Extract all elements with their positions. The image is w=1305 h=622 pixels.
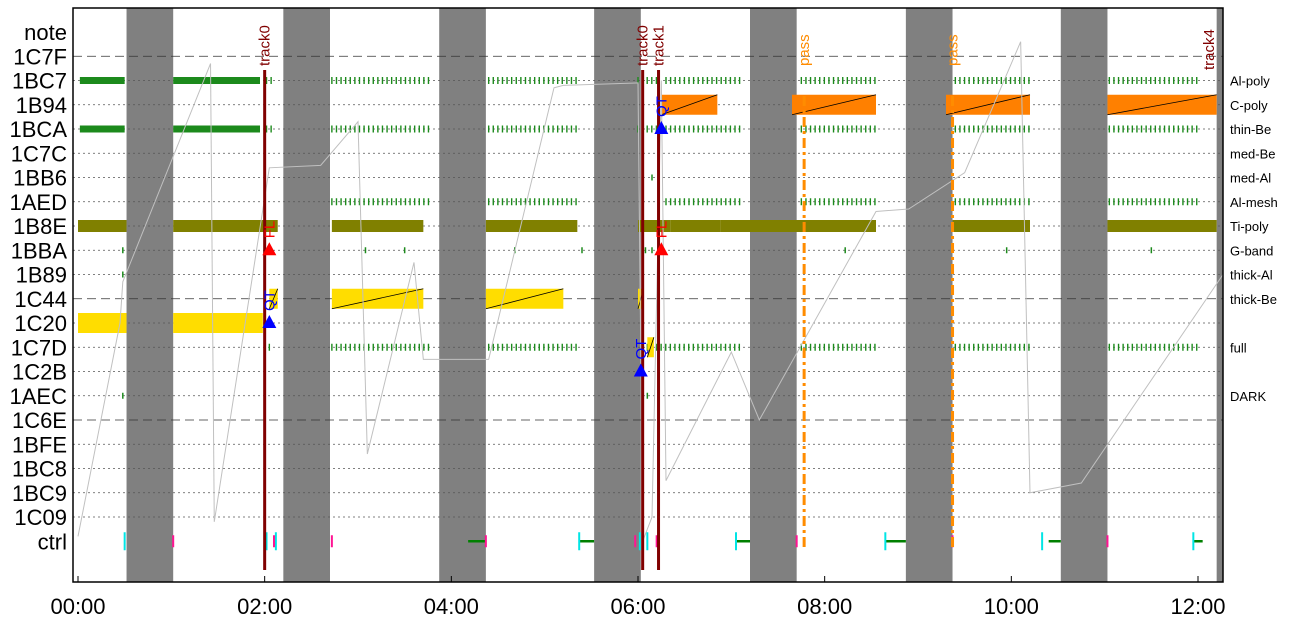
- gray-trace-layer: [77, 41, 1224, 542]
- row-label: 1BCA: [10, 117, 68, 142]
- bar-diagonal: [646, 337, 655, 358]
- marker-label: FL: [261, 221, 278, 239]
- row-label: 1B89: [16, 263, 67, 288]
- bars-layer: [78, 94, 1217, 358]
- state-bar: [173, 313, 263, 333]
- right-label: med-Be: [1230, 146, 1276, 161]
- row-label: 1B94: [16, 93, 67, 118]
- green-solid-segment: [79, 125, 125, 133]
- bar-diagonal: [331, 288, 424, 310]
- marker-label: QT: [653, 96, 670, 117]
- x-tick-label: 12:00: [1170, 594, 1225, 619]
- right-label: DARK: [1230, 389, 1266, 404]
- pass-label: pass: [945, 34, 962, 66]
- gray-band: [1216, 8, 1223, 582]
- ti-poly-bar: [78, 220, 127, 232]
- bar-diagonal: [945, 94, 1031, 116]
- marker-label: QT: [633, 339, 650, 360]
- gray-band: [905, 8, 953, 582]
- ti-poly-bar: [485, 220, 578, 232]
- bar-diagonal: [268, 288, 279, 309]
- right-label: Al-poly: [1230, 74, 1270, 89]
- x-tick-label: 04:00: [424, 594, 479, 619]
- gray-trace-line: [77, 41, 1224, 542]
- gray-band: [283, 8, 330, 582]
- row-label: ctrl: [38, 529, 67, 554]
- track-label: track1: [651, 25, 668, 66]
- right-label: med-Al: [1230, 171, 1271, 186]
- marker-triangle: [654, 121, 669, 134]
- right-label: C-poly: [1230, 98, 1268, 113]
- row-label: 1C6E: [12, 408, 67, 433]
- x-tick-label: 06:00: [610, 594, 665, 619]
- row-label: 1AEC: [10, 384, 68, 409]
- axis-labels-layer: note1C7F1BC71B941BCA1C7C1BB61AED1B8E1BBA…: [10, 20, 1278, 619]
- green-solid-segment: [173, 77, 260, 84]
- ctrl-row-layer: [123, 532, 1203, 551]
- ti-poly-bar: [173, 220, 278, 232]
- x-tick-label: 10:00: [984, 594, 1039, 619]
- green-solid-segment: [173, 125, 260, 133]
- gray-band: [750, 8, 797, 582]
- x-tick-label: 00:00: [50, 594, 105, 619]
- right-label: Ti-poly: [1230, 219, 1269, 234]
- track-label: track0: [257, 25, 274, 66]
- row-label: 1C20: [14, 311, 67, 336]
- right-label: G-band: [1230, 243, 1273, 258]
- plot-area: [73, 8, 1223, 582]
- row-label: 1AED: [10, 190, 67, 215]
- gray-band: [439, 8, 486, 582]
- gray-band: [594, 8, 641, 582]
- plot-background-layer: [73, 8, 1223, 582]
- row-label: 1BC8: [12, 457, 67, 482]
- row-label: 1C2B: [12, 360, 67, 385]
- marker-label: FL: [653, 221, 670, 239]
- ti-poly-bar: [670, 220, 721, 232]
- state-bar: [78, 313, 127, 333]
- right-label: thick-Be: [1230, 292, 1277, 307]
- row-label: 1C09: [14, 505, 67, 530]
- marker-triangle: [654, 242, 669, 256]
- right-label: thick-Al: [1230, 268, 1273, 283]
- track-label: track0: [635, 25, 652, 66]
- row-label: 1C7D: [11, 335, 67, 360]
- bar-diagonal: [791, 94, 877, 116]
- gray-band: [126, 8, 174, 582]
- track-label: track4: [1201, 29, 1218, 70]
- event-markers-layer: QT FL QT FL QT: [261, 96, 670, 377]
- row-label: note: [24, 20, 67, 45]
- row-label: 1C7C: [11, 141, 67, 166]
- marker-label: QT: [261, 290, 278, 311]
- plot-frame: [72, 7, 1224, 583]
- right-label: Al-mesh: [1230, 195, 1278, 210]
- row-label: 1C7F: [13, 44, 67, 69]
- row-label: 1BFE: [12, 432, 67, 457]
- right-label: thin-Be: [1230, 122, 1271, 137]
- marker-triangle: [633, 363, 648, 377]
- ti-poly-bar: [720, 220, 876, 232]
- ti-poly-bar: [331, 220, 424, 232]
- marker-triangle: [262, 242, 277, 256]
- pass-label: pass: [796, 34, 813, 66]
- green-solid-segment: [79, 77, 125, 84]
- row-label: 1C44: [14, 287, 67, 312]
- marker-triangle: [262, 315, 277, 328]
- bar-diagonal: [1107, 94, 1217, 116]
- bar-diagonal: [661, 94, 718, 116]
- gray-band: [1060, 8, 1108, 582]
- row-label: 1BC9: [12, 481, 67, 506]
- row-label: 1BBA: [11, 238, 68, 263]
- green-tick-layer: [79, 77, 1198, 399]
- ti-poly-bar: [1107, 220, 1217, 232]
- bar-diagonal: [485, 288, 564, 310]
- x-tick-label: 08:00: [797, 594, 852, 619]
- row-label: 1BC7: [12, 69, 67, 94]
- row-label: 1B8E: [13, 214, 67, 239]
- x-tick-label: 02:00: [237, 594, 292, 619]
- ti-poly-bar: [952, 220, 1030, 232]
- right-label: full: [1230, 340, 1247, 355]
- row-label: 1BB6: [13, 166, 67, 191]
